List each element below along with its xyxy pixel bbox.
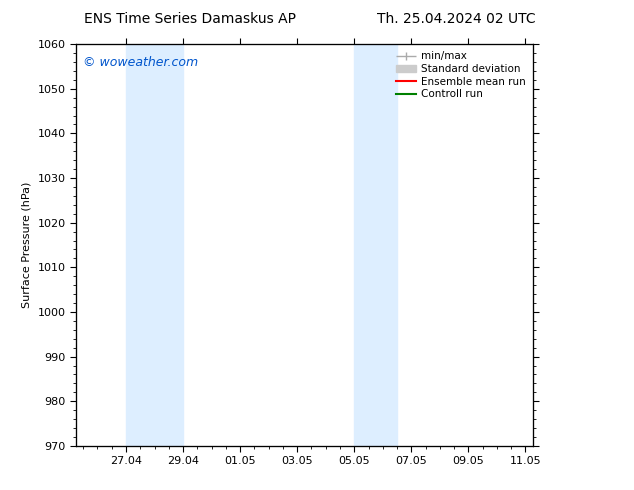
- Y-axis label: Surface Pressure (hPa): Surface Pressure (hPa): [22, 182, 32, 308]
- Text: ENS Time Series Damaskus AP: ENS Time Series Damaskus AP: [84, 12, 296, 26]
- Bar: [126, 44, 183, 446]
- Bar: [354, 44, 397, 446]
- Text: Th. 25.04.2024 02 UTC: Th. 25.04.2024 02 UTC: [377, 12, 536, 26]
- Legend: min/max, Standard deviation, Ensemble mean run, Controll run: min/max, Standard deviation, Ensemble me…: [394, 49, 527, 101]
- Text: © woweather.com: © woweather.com: [83, 56, 198, 69]
